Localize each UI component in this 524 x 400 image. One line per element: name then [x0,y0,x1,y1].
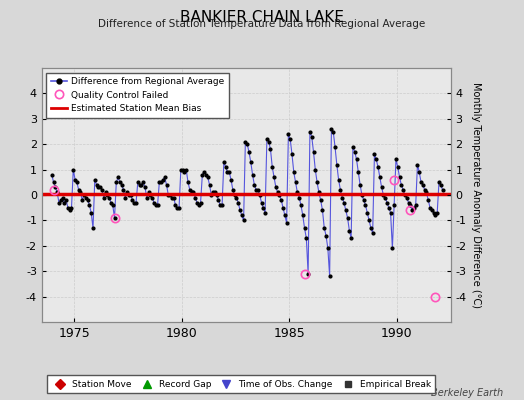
Text: Difference of Station Temperature Data from Regional Average: Difference of Station Temperature Data f… [99,19,425,29]
Legend: Station Move, Record Gap, Time of Obs. Change, Empirical Break: Station Move, Record Gap, Time of Obs. C… [47,376,435,394]
Text: Berkeley Earth: Berkeley Earth [431,388,503,398]
Text: BANKIER CHAIN LAKE: BANKIER CHAIN LAKE [180,10,344,25]
Legend: Difference from Regional Average, Quality Control Failed, Estimated Station Mean: Difference from Regional Average, Qualit… [47,72,228,118]
Y-axis label: Monthly Temperature Anomaly Difference (°C): Monthly Temperature Anomaly Difference (… [471,82,481,308]
